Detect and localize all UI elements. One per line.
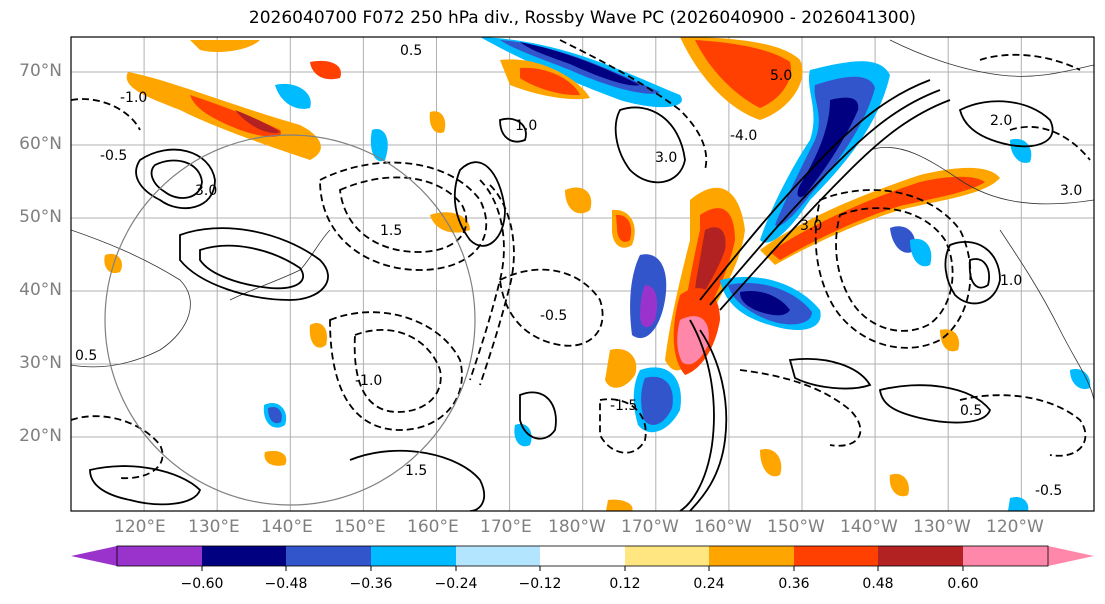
contour-label: 0.5 [75, 348, 97, 364]
colorbar-tick-label: −0.36 [349, 576, 393, 592]
colorbar-bin [540, 546, 625, 566]
colorbar [71, 545, 1094, 571]
contour-label: 1.5 [405, 463, 427, 479]
negative-contours [71, 39, 1091, 479]
contour-label: 3.0 [655, 150, 677, 166]
contour-label: 5.0 [770, 68, 792, 84]
colorbar-bin [709, 546, 794, 566]
contour-label: -1.0 [120, 90, 147, 106]
map-title: 2026040700 F072 250 hPa div., Rossby Wav… [248, 8, 917, 28]
colorbar-tick-label: 0.48 [862, 576, 894, 592]
map-frame [70, 36, 1095, 512]
colorbar-tick-label: −0.24 [434, 576, 478, 592]
colorbar-tick-label: 0.12 [609, 576, 641, 592]
lon-label: 150°W [767, 517, 825, 537]
colorbar-extend-high [1048, 546, 1094, 566]
wave-circle [104, 134, 476, 506]
lon-label: 170°W [621, 517, 679, 537]
coastlines [71, 39, 1094, 401]
lat-label: 70°N [19, 61, 62, 81]
contour-labels: 3.0 -1.0 -0.5 3.0 -4.0 3.0 -0.5 -1.0 0.5… [75, 43, 1082, 499]
contour-label: 0.5 [960, 403, 982, 419]
colorbar-tick-label: 0.36 [778, 576, 810, 592]
lon-label: 150°E [334, 517, 386, 537]
lon-label: 160°E [407, 517, 459, 537]
colorbar-bin [371, 546, 456, 566]
lat-label: 60°N [19, 134, 62, 154]
contour-label: -0.5 [100, 148, 127, 164]
colorbar-tick-label: 0.60 [947, 576, 979, 592]
lon-label: 140°W [840, 517, 898, 537]
lon-label: 170°E [480, 517, 532, 537]
contour-label: -1.5 [610, 398, 637, 414]
contour-label: -1.0 [355, 373, 382, 389]
lat-label: 50°N [19, 207, 62, 227]
divergence-shading [104, 37, 1091, 511]
lon-label: 120°E [114, 517, 166, 537]
contour-label: 1.5 [380, 223, 402, 239]
lon-label: 130°W [913, 517, 971, 537]
colorbar-bin [878, 546, 963, 566]
contour-label: 0.5 [400, 43, 422, 59]
contour-label: 1.0 [515, 118, 537, 134]
colorbar-tick-label: 0.24 [693, 576, 725, 592]
contour-label: 3.0 [1060, 183, 1082, 199]
colorbar-tick-label: −0.48 [264, 576, 308, 592]
colorbar-tick-label: −0.60 [180, 576, 224, 592]
colorbar-bin [202, 546, 286, 566]
colorbar-bin [625, 546, 709, 566]
lat-label: 30°N [19, 353, 62, 373]
lon-label: 130°E [188, 517, 240, 537]
lon-label: 120°W [986, 517, 1044, 537]
colorbar-bin [117, 546, 202, 566]
colorbar-bin [456, 546, 540, 566]
colorbar-tick-label: −0.12 [518, 576, 562, 592]
positive-contours [89, 79, 1054, 511]
lon-label: 140°E [261, 517, 313, 537]
contour-label: 3.0 [800, 218, 822, 234]
lat-label: 20°N [19, 426, 62, 446]
contour-label: 1.0 [1000, 273, 1022, 289]
colorbar-extend-low [71, 546, 117, 566]
contour-label: -4.0 [730, 128, 757, 144]
contour-label: 3.0 [195, 183, 217, 199]
colorbar-bin [794, 546, 878, 566]
colorbar-bin [963, 546, 1048, 566]
lat-label: 40°N [19, 280, 62, 300]
colorbar-bin [286, 546, 371, 566]
lon-label: 160°W [694, 517, 752, 537]
contour-label: -0.5 [1035, 483, 1062, 499]
lon-label: 180°W [548, 517, 606, 537]
contour-label: -0.5 [540, 308, 567, 324]
contour-label: 2.0 [990, 113, 1012, 129]
